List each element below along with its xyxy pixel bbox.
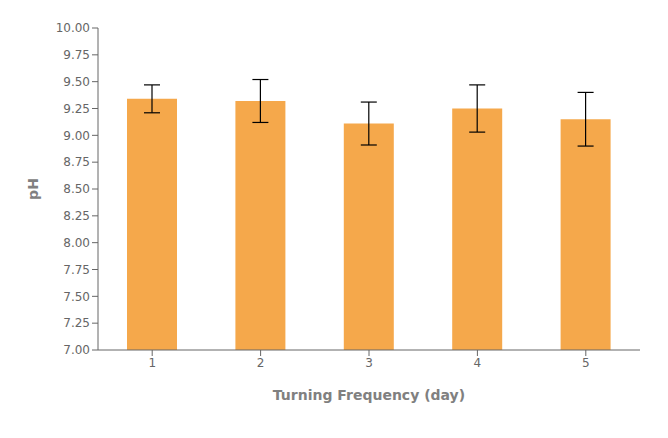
svg-text:9.00: 9.00 xyxy=(63,129,90,143)
svg-text:7.00: 7.00 xyxy=(63,343,90,357)
svg-text:4: 4 xyxy=(474,356,482,370)
svg-text:3: 3 xyxy=(365,356,373,370)
svg-text:9.50: 9.50 xyxy=(63,75,90,89)
svg-text:8.50: 8.50 xyxy=(63,182,90,196)
svg-text:8.75: 8.75 xyxy=(63,155,90,169)
svg-text:7.25: 7.25 xyxy=(63,316,90,330)
svg-text:5: 5 xyxy=(582,356,590,370)
svg-text:10.00: 10.00 xyxy=(56,21,90,35)
svg-text:2: 2 xyxy=(257,356,265,370)
svg-text:Turning Frequency (day): Turning Frequency (day) xyxy=(273,387,465,403)
svg-text:pH: pH xyxy=(25,178,41,200)
svg-text:7.50: 7.50 xyxy=(63,290,90,304)
svg-text:1: 1 xyxy=(148,356,156,370)
svg-text:8.25: 8.25 xyxy=(63,209,90,223)
svg-text:9.25: 9.25 xyxy=(63,102,90,116)
svg-text:9.75: 9.75 xyxy=(63,48,90,62)
svg-text:8.00: 8.00 xyxy=(63,236,90,250)
svg-text:7.75: 7.75 xyxy=(63,263,90,277)
